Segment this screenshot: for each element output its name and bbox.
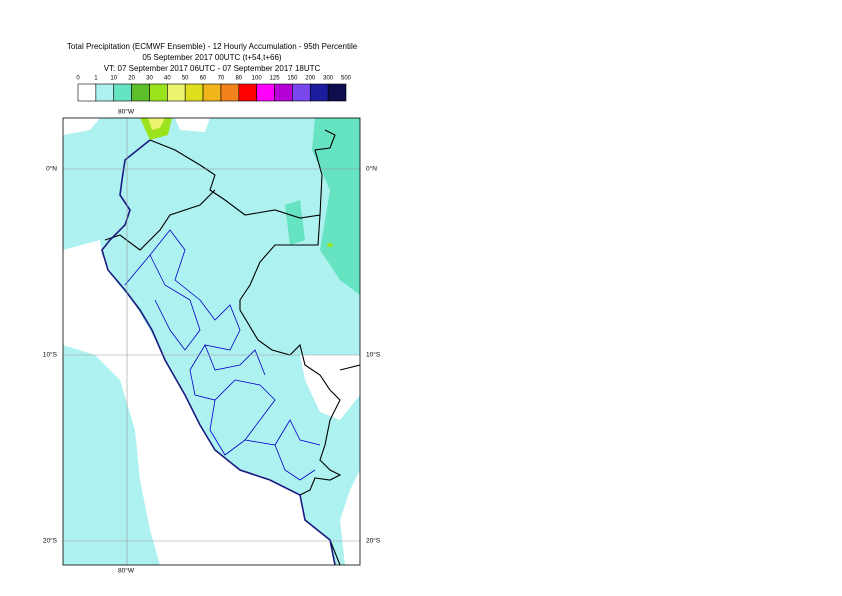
lat-label: 0°N <box>46 165 57 173</box>
title-line: 05 September 2017 00UTC (t+54,t+66) <box>142 53 282 62</box>
colorbar-label: 50 <box>182 76 189 82</box>
map <box>63 118 360 565</box>
dry-area <box>63 118 100 135</box>
colorbar-box <box>131 83 150 102</box>
colorbar-box <box>292 83 311 102</box>
colorbar-label: 70 <box>218 76 225 82</box>
colorbar-box <box>220 83 240 102</box>
colorbar-label: 1 <box>94 76 98 82</box>
colorbar-label: 500 <box>341 76 352 82</box>
colorbar-box <box>202 83 222 102</box>
colorbar-label: 300 <box>323 76 334 82</box>
colorbar-label: 100 <box>252 76 263 82</box>
title-line: VT: 07 September 2017 06UTC - 07 Septemb… <box>104 64 321 73</box>
colorbar-box <box>327 83 347 102</box>
colorbar-label: 60 <box>200 76 207 82</box>
colorbar-label: 200 <box>305 76 316 82</box>
title-line: Total Precipitation (ECMWF Ensemble) - 1… <box>67 42 358 51</box>
colorbar-box <box>77 83 97 102</box>
lat-label: 20°S <box>43 537 58 545</box>
colorbar-box <box>184 83 204 102</box>
colorbar-box <box>309 83 329 102</box>
map-frame <box>62 117 361 566</box>
lat-label: 10°S <box>366 351 381 359</box>
precip-field <box>285 200 305 245</box>
colorbar-box <box>274 83 293 102</box>
colorbar-label: 80 <box>235 76 242 82</box>
country-borders <box>104 129 360 565</box>
precip-field <box>312 118 360 295</box>
precip-field <box>63 345 160 565</box>
precip-field <box>148 118 165 130</box>
colorbar-label: 150 <box>287 76 298 82</box>
colorbar-label: 20 <box>128 76 135 82</box>
colorbar-label: 30 <box>146 76 153 82</box>
lat-label: 10°S <box>43 351 58 359</box>
colorbar-label: 125 <box>270 76 281 82</box>
colorbar-box <box>238 83 257 102</box>
lat-label: 20°S <box>366 537 381 545</box>
colorbar: 0 1 10 20 30 40 50 60 70 80 100 125 150 200 300 500 <box>76 76 352 102</box>
admin-borders <box>124 229 321 481</box>
colorbar-label: 0 <box>76 76 80 82</box>
colorbar-box <box>149 83 168 102</box>
colorbar-box <box>95 83 115 102</box>
coastline <box>101 139 336 565</box>
graticule <box>63 118 360 565</box>
lon-label: 80°W <box>118 108 135 116</box>
colorbar-box <box>167 83 186 102</box>
lon-label: 80°W <box>118 567 135 575</box>
colorbar-label: 10 <box>110 76 117 82</box>
lat-label: 0°N <box>366 165 377 173</box>
precip-field <box>327 243 333 247</box>
colorbar-label: 40 <box>164 76 171 82</box>
colorbar-box <box>256 83 275 102</box>
dry-area <box>175 118 210 132</box>
colorbar-box <box>113 83 132 102</box>
